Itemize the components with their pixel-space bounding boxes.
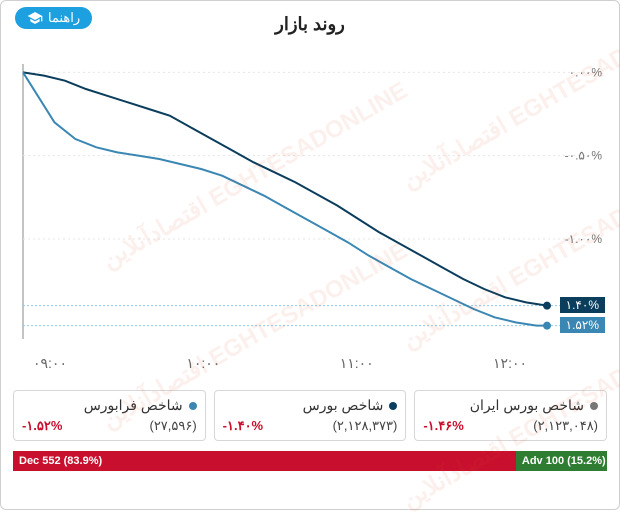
- legend-value: (۲,۱۲۳,۰۴۸): [533, 418, 598, 434]
- svg-text:۰.۰۰%: ۰.۰۰%: [569, 65, 603, 79]
- legend-percent: -۱.۴۰%: [223, 418, 263, 434]
- advancers-segment: Adv 100 (15.2%): [516, 451, 607, 471]
- legend-value: (۲۷,۵۹۶): [149, 418, 196, 434]
- legend-row: شاخص فرابورس -۱.۵۲% (۲۷,۵۹۶) شاخص بورس -۱.۴۰…: [13, 390, 607, 441]
- market-trend-chart: ۰.۰۰% -۰.۵۰% -۱.۰۰% ۱.۴۰% ۱.۵۲%: [13, 49, 607, 349]
- legend-dot-icon: [590, 402, 598, 410]
- svg-text:-۰.۵۰%: -۰.۵۰%: [565, 149, 603, 163]
- x-axis-tick-label: ۱۰:۰۰: [186, 355, 220, 372]
- legend-dot-icon: [189, 402, 197, 410]
- header: راهنما روند بازار: [13, 9, 607, 39]
- x-axis-tick-label: ۱۲:۰۰: [493, 355, 527, 372]
- graduation-cap-icon: [27, 10, 43, 26]
- decliners-segment: Dec 552 (83.9%): [13, 451, 516, 471]
- advance-decline-bar: Dec 552 (83.9%) Adv 100 (15.2%): [13, 451, 607, 471]
- x-axis-tick-label: ۰۹:۰۰: [33, 355, 67, 372]
- legend-title: شاخص بورس: [303, 397, 384, 414]
- chart-card: راهنما روند بازار ۰.۰۰% -۰.۵۰% -۱.۰۰% ۱.۴۰…: [0, 0, 620, 510]
- series-end-badge-farabourse: ۱.۵۲%: [560, 317, 605, 333]
- chart-x-axis-labels: ۰۹:۰۰ ۱۰:۰۰ ۱۱:۰۰ ۱۲:۰۰: [13, 349, 607, 372]
- page-title: روند بازار: [275, 14, 345, 35]
- legend-value: (۲,۱۲۸,۳۷۳): [333, 418, 398, 434]
- legend-title: شاخص فرابورس: [84, 397, 183, 414]
- guide-button-label: راهنما: [48, 10, 80, 26]
- svg-text:-۱.۰۰%: -۱.۰۰%: [565, 232, 603, 246]
- legend-card[interactable]: شاخص بورس ایران -۱.۴۶% (۲,۱۲۳,۰۴۸): [414, 390, 607, 441]
- guide-button[interactable]: راهنما: [15, 7, 92, 29]
- legend-card[interactable]: شاخص فرابورس -۱.۵۲% (۲۷,۵۹۶): [13, 390, 206, 441]
- series-end-badge-bourse: ۱.۴۰%: [560, 297, 605, 313]
- x-axis-tick-label: ۱۱:۰۰: [340, 355, 374, 372]
- advancers-label: Adv 100 (15.2%): [522, 455, 606, 467]
- chart-canvas: ۰.۰۰% -۰.۵۰% -۱.۰۰%: [13, 49, 607, 349]
- legend-card[interactable]: شاخص بورس -۱.۴۰% (۲,۱۲۸,۳۷۳): [214, 390, 407, 441]
- legend-title: شاخص بورس ایران: [470, 397, 584, 414]
- decliners-label: Dec 552 (83.9%): [19, 455, 102, 467]
- legend-dot-icon: [389, 402, 397, 410]
- legend-percent: -۱.۴۶%: [423, 418, 463, 434]
- legend-percent: -۱.۵۲%: [22, 418, 62, 434]
